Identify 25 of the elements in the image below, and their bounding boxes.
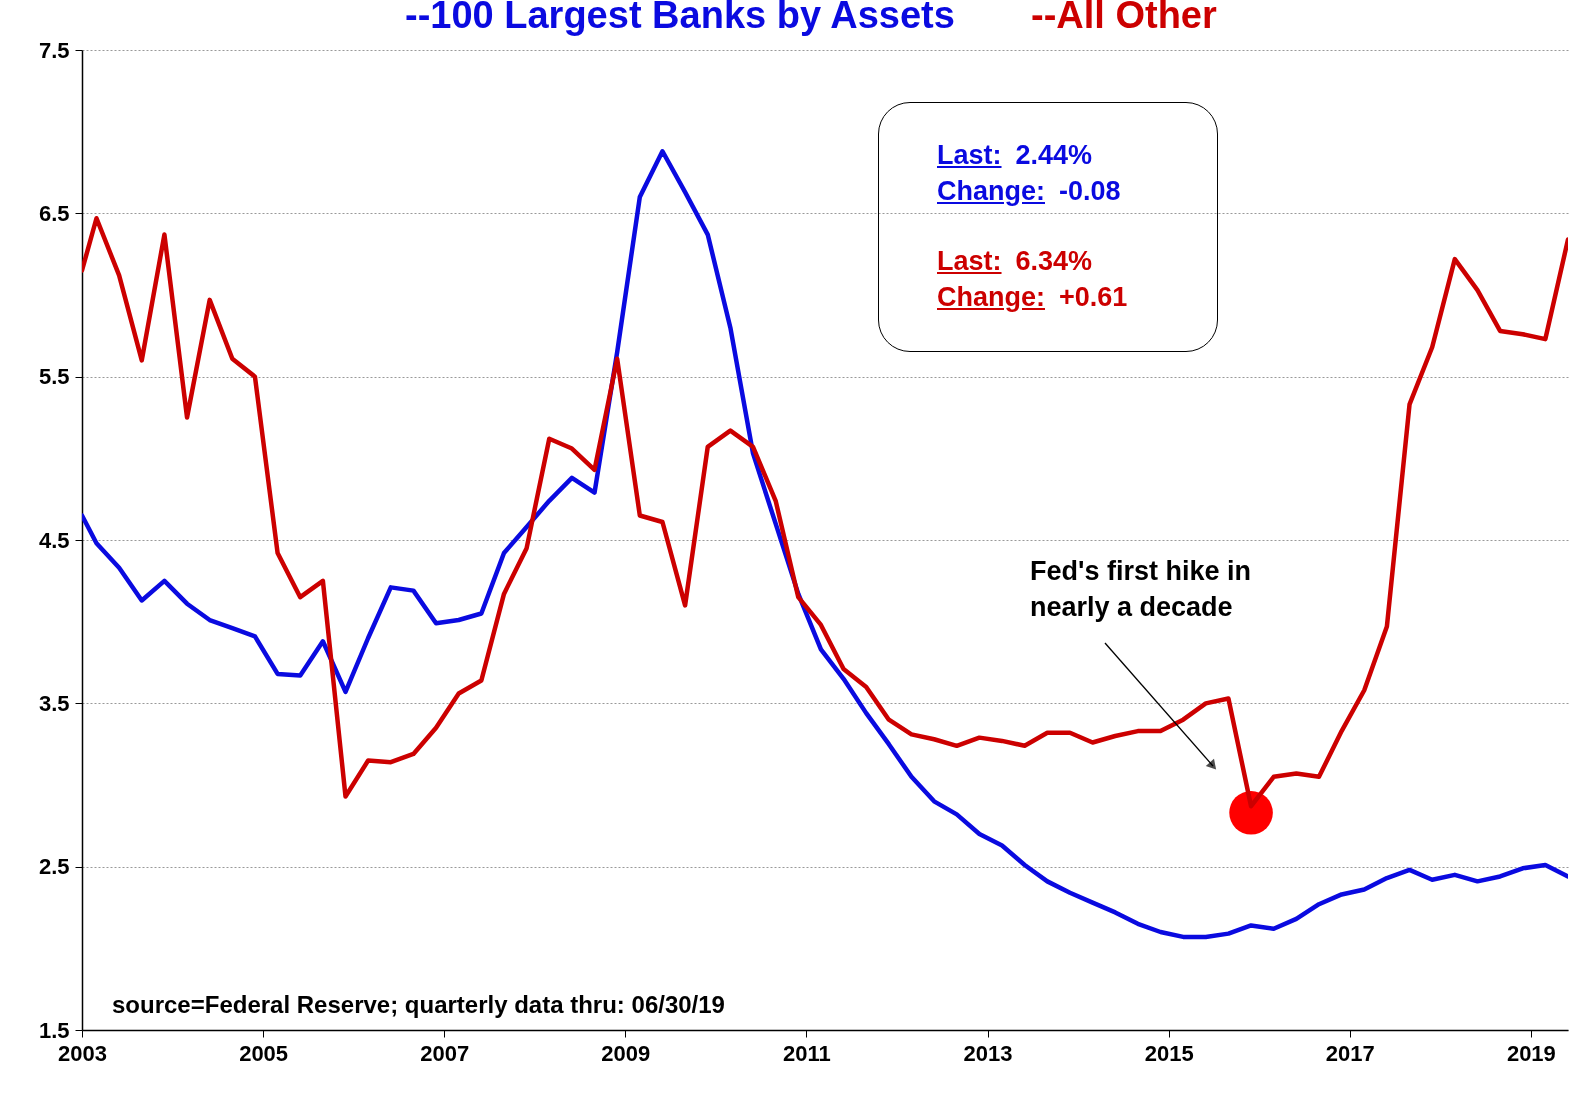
y-tick-label: 6.5 xyxy=(38,200,70,226)
annotation: Change: -0.08 xyxy=(937,176,1121,206)
x-tick-label: 2013 xyxy=(963,1040,1013,1066)
x-tick-label: 2003 xyxy=(58,1040,107,1066)
annotation: Fed's first hike in nearly a decade xyxy=(1030,556,1251,622)
x-tick-label: 2015 xyxy=(1144,1040,1194,1066)
text: --100 Largest Banks by Assets xyxy=(405,0,955,36)
y-tick-label: 3.5 xyxy=(38,690,70,716)
annotation: Last: 6.34% xyxy=(937,246,1093,276)
y-tick-label: 1.5 xyxy=(38,1017,70,1043)
y-tick-label: 5.5 xyxy=(38,364,70,390)
x-tick-label: 2007 xyxy=(420,1040,470,1066)
x-tick-label: 2009 xyxy=(601,1040,651,1066)
x-tick-label: 2017 xyxy=(1325,1040,1375,1066)
x-tick-label: 2019 xyxy=(1506,1040,1556,1066)
annotation: source=Federal Reserve; quarterly data thru: 06/30/19 xyxy=(112,991,725,1018)
y-tick-label: 4.5 xyxy=(38,527,70,553)
x-tick-label: 2005 xyxy=(239,1040,289,1066)
annotation: Last: 2.44% xyxy=(937,140,1093,170)
y-tick-label: 2.5 xyxy=(38,854,70,880)
y-tick-label: 7.5 xyxy=(38,37,70,63)
text: --All Other xyxy=(1031,0,1217,36)
x-tick-label: 2011 xyxy=(783,1040,831,1066)
annotation: Change: +0.61 xyxy=(937,282,1128,312)
line-series xyxy=(82,215,1568,809)
